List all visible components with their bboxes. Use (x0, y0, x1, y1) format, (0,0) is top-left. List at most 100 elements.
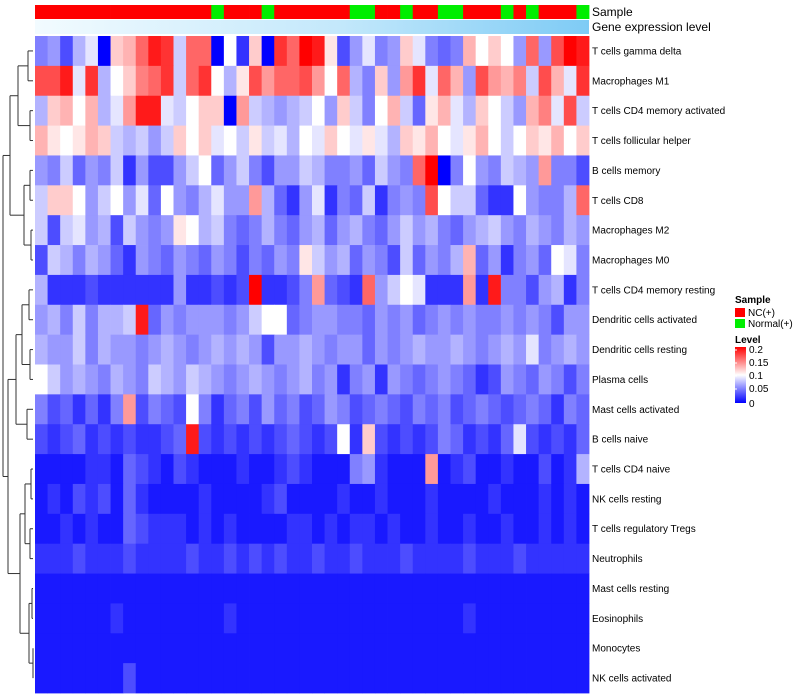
legend-normal-swatch (735, 319, 745, 328)
heatmap-cell (47, 454, 61, 485)
heatmap-cell (563, 603, 577, 634)
heatmap-cell (374, 155, 388, 186)
heatmap-cell (349, 274, 363, 306)
heatmap-cell (60, 633, 74, 664)
gene-annotation-label: Gene expression level (592, 20, 711, 34)
heatmap-cell (387, 36, 401, 67)
heatmap-cell (349, 95, 363, 126)
heatmap-cell (198, 274, 212, 306)
heatmap-cell (337, 155, 351, 186)
heatmap-cell (312, 95, 325, 126)
heatmap-cell (463, 573, 477, 604)
heatmap-cell (337, 36, 351, 67)
heatmap-cell (211, 36, 225, 67)
heatmap-cell (123, 65, 137, 97)
heatmap-cell (437, 245, 451, 276)
heatmap-cell (160, 513, 174, 545)
heatmap-cell (299, 424, 313, 455)
heatmap-cell (538, 36, 552, 67)
heatmap-cell (475, 185, 489, 216)
heatmap-cell (173, 483, 187, 515)
heatmap-cell (148, 454, 162, 485)
heatmap-cell (173, 543, 187, 574)
row-label: Dendritic cells resting (592, 345, 687, 356)
heatmap-cell (198, 483, 212, 515)
heatmap-cell (526, 454, 540, 485)
heatmap-cell (249, 454, 263, 485)
heatmap-cell (538, 424, 552, 455)
row-label: B cells memory (592, 166, 660, 177)
heatmap-cell (198, 424, 212, 455)
heatmap-cell (400, 603, 414, 634)
heatmap-cell (475, 245, 489, 276)
heatmap-cell (160, 125, 174, 156)
heatmap-cell (349, 394, 363, 425)
heatmap-cell (450, 125, 464, 156)
heatmap-cell (513, 36, 527, 67)
heatmap-cell (488, 394, 502, 425)
heatmap-cell (186, 125, 200, 156)
heatmap-cell (538, 543, 552, 574)
heatmap-cell (551, 454, 565, 485)
heatmap-cell (160, 334, 174, 365)
heatmap-cell (400, 663, 414, 694)
heatmap-cell (97, 245, 111, 276)
heatmap-cell (450, 663, 464, 694)
heatmap-cell (450, 543, 464, 574)
heatmap-cell (148, 513, 162, 545)
heatmap-cell (35, 334, 48, 365)
heatmap-cell (274, 483, 288, 515)
heatmap-cell (249, 95, 263, 126)
heatmap-cell (186, 245, 200, 276)
heatmap-cell (576, 513, 590, 545)
heatmap-cell (148, 663, 162, 694)
heatmap-cell (60, 215, 74, 246)
heatmap-cell (60, 155, 74, 186)
heatmap-cell (160, 663, 174, 694)
heatmap-cell (513, 483, 527, 515)
heatmap-cell (538, 513, 552, 545)
heatmap-cell (47, 95, 61, 126)
heatmap-cell (488, 155, 502, 186)
heatmap-cell (148, 573, 162, 604)
heatmap-cell (312, 483, 325, 515)
heatmap-cell (387, 573, 401, 604)
legend-normal-label: Normal(+) (748, 319, 793, 330)
heatmap-cell (437, 663, 451, 694)
heatmap-cell (526, 633, 540, 664)
heatmap-cell (261, 65, 275, 97)
heatmap-cell (362, 95, 376, 126)
heatmap-cell (198, 454, 212, 485)
heatmap-cell (186, 274, 200, 306)
heatmap-cell (249, 185, 263, 216)
heatmap-cell (374, 424, 388, 455)
heatmap-cell (513, 245, 527, 276)
heatmap-cell (324, 245, 338, 276)
heatmap-cell (349, 483, 363, 515)
heatmap-cell (85, 454, 99, 485)
heatmap-cell (500, 483, 514, 515)
heatmap-cell (463, 215, 477, 246)
heatmap-cell (437, 155, 451, 186)
heatmap-cell (186, 95, 200, 126)
sample-annotation-cell (324, 5, 338, 19)
heatmap-cell (362, 304, 376, 336)
heatmap-cell (324, 334, 338, 365)
heatmap-cell (387, 155, 401, 186)
heatmap-cell (324, 543, 338, 574)
sample-annotation-cell (123, 5, 137, 19)
sample-annotation-cell (211, 5, 225, 19)
heatmap-cell (223, 304, 237, 336)
heatmap-cell (236, 483, 250, 515)
heatmap-cell (123, 483, 137, 515)
heatmap-cell (123, 663, 137, 694)
heatmap-cell (563, 334, 577, 365)
heatmap-cell (538, 663, 552, 694)
heatmap-cell (72, 454, 86, 485)
heatmap-cell (349, 155, 363, 186)
heatmap-cell (274, 663, 288, 694)
heatmap-cell (526, 274, 540, 306)
heatmap-cell (374, 215, 388, 246)
heatmap-cell (85, 633, 99, 664)
heatmap-cell (60, 454, 74, 485)
